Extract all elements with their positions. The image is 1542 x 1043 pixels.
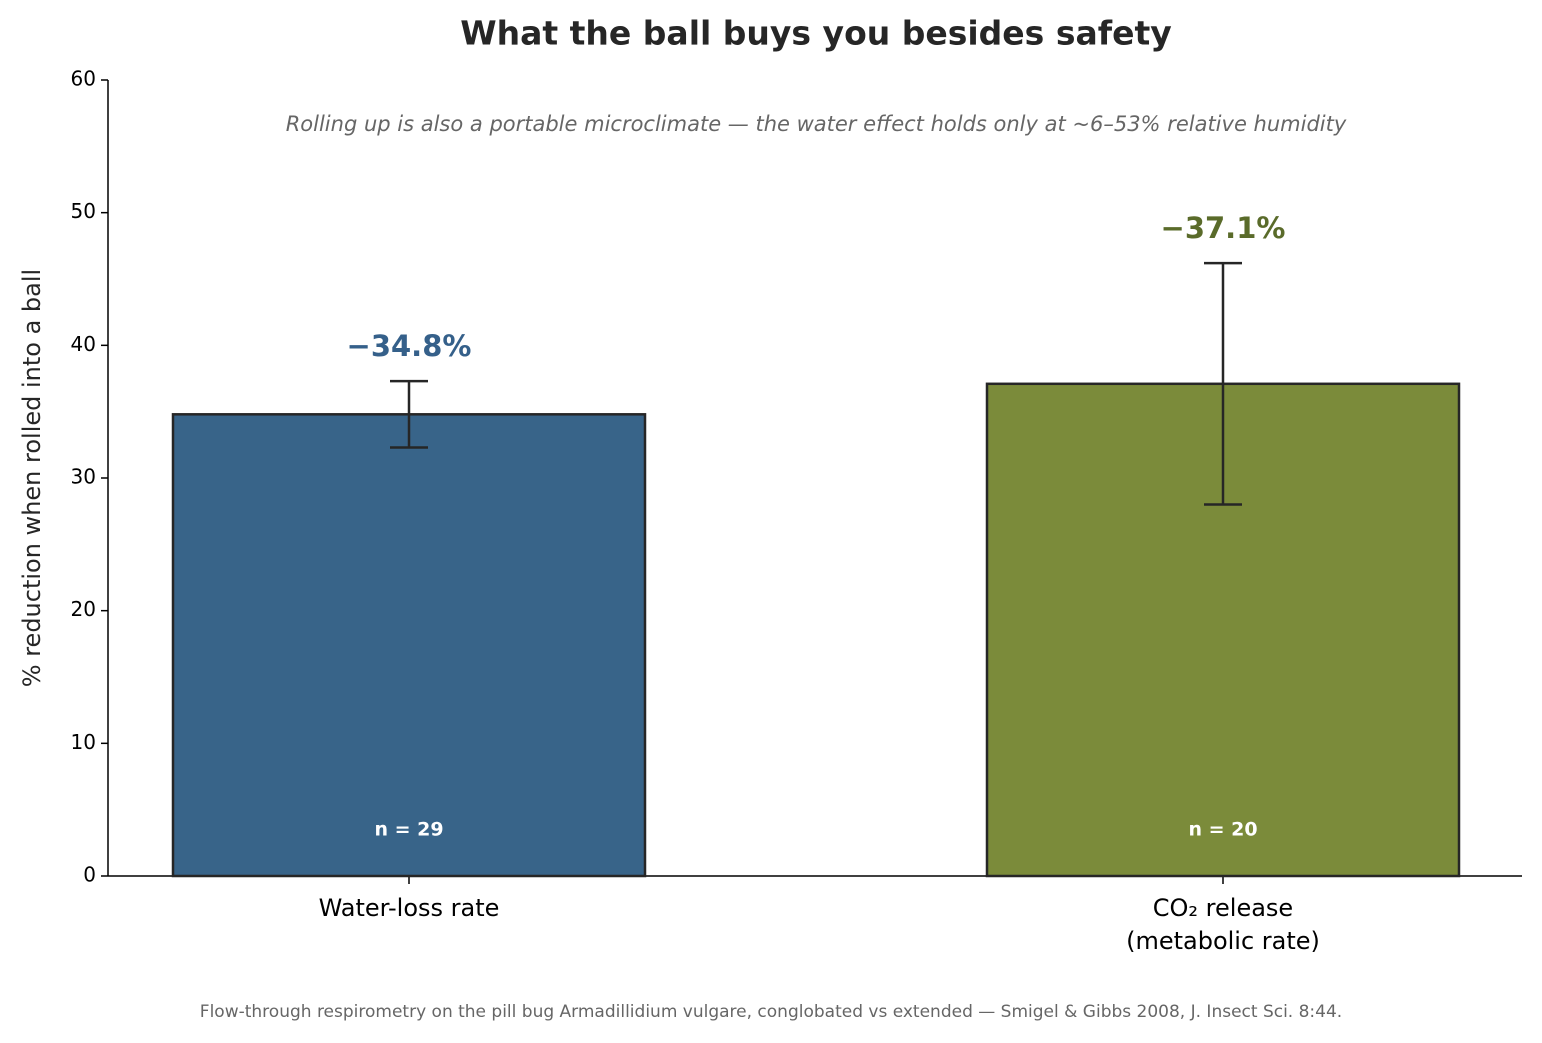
subtitle: Rolling up is also a portable microclima…	[286, 112, 1347, 136]
value-label: −34.8%	[347, 329, 472, 363]
y-tick-label: 50	[71, 199, 96, 223]
y-tick-label: 40	[71, 332, 96, 356]
y-tick-label: 10	[71, 730, 96, 754]
y-axis-label: % reduction when rolled into a ball	[18, 269, 46, 687]
y-tick-label: 30	[71, 465, 96, 489]
y-tick-label: 0	[83, 863, 96, 887]
x-tick-label: CO₂ release (metabolic rate)	[1126, 894, 1320, 955]
y-tick-label: 60	[71, 67, 96, 91]
x-tick-label: Water-loss rate	[319, 894, 500, 922]
bar	[171, 413, 647, 878]
value-label: −37.1%	[1161, 211, 1286, 245]
sample-label: n = 29	[374, 819, 443, 841]
source-note: Flow-through respirometry on the pill bu…	[200, 1002, 1342, 1022]
sample-label: n = 20	[1188, 819, 1257, 841]
chart-title: What the ball buys you besides safety	[460, 14, 1172, 53]
y-tick-label: 20	[71, 597, 96, 621]
